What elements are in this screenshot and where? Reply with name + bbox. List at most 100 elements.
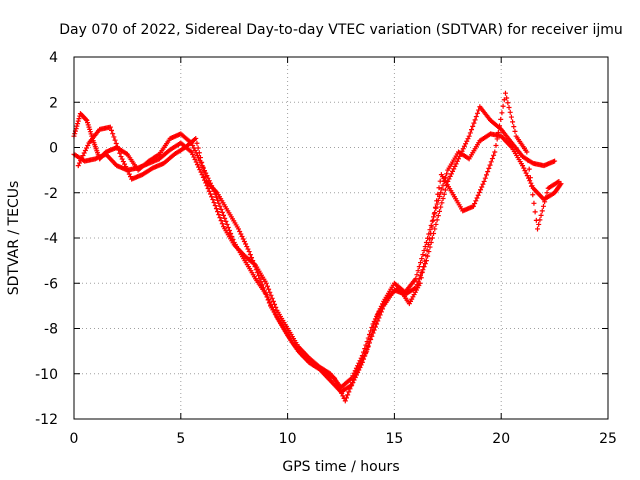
data-point bbox=[257, 276, 263, 282]
data-point bbox=[427, 244, 433, 250]
data-point bbox=[123, 164, 129, 170]
data-point bbox=[235, 226, 241, 232]
data-point bbox=[424, 247, 430, 253]
data-point bbox=[536, 221, 542, 227]
data-point bbox=[540, 203, 546, 209]
data-point bbox=[451, 166, 457, 172]
data-point bbox=[84, 145, 90, 151]
data-point bbox=[524, 149, 530, 155]
data-point bbox=[340, 393, 346, 399]
data-point bbox=[506, 105, 512, 111]
data-point bbox=[542, 199, 548, 205]
data-point bbox=[488, 159, 494, 165]
x-tick-label: 0 bbox=[70, 431, 79, 447]
data-point bbox=[532, 209, 538, 215]
data-point bbox=[522, 168, 528, 174]
data-point bbox=[487, 162, 493, 168]
data-point bbox=[440, 182, 446, 188]
data-point bbox=[336, 385, 342, 391]
data-point bbox=[270, 298, 276, 304]
y-tick-label: 0 bbox=[49, 141, 58, 157]
data-point bbox=[215, 209, 221, 215]
data-point bbox=[455, 156, 461, 162]
x-axis-label: GPS time / hours bbox=[282, 459, 399, 475]
data-point bbox=[444, 171, 450, 177]
data-point bbox=[111, 134, 117, 140]
data-point bbox=[527, 175, 533, 181]
data-point bbox=[195, 145, 201, 151]
y-tick-label: 2 bbox=[49, 95, 58, 111]
data-point bbox=[448, 171, 454, 177]
data-point bbox=[466, 133, 472, 139]
data-point bbox=[473, 198, 479, 204]
data-point bbox=[258, 279, 264, 285]
data-point bbox=[209, 194, 215, 200]
data-point bbox=[421, 264, 427, 270]
data-point bbox=[218, 206, 224, 212]
data-point bbox=[76, 160, 82, 166]
data-point bbox=[474, 110, 480, 116]
data-point bbox=[196, 164, 202, 170]
data-point bbox=[436, 208, 442, 214]
data-point bbox=[438, 204, 444, 210]
series-track-b bbox=[71, 131, 564, 390]
data-point bbox=[441, 191, 447, 197]
data-point bbox=[120, 159, 126, 165]
data-point bbox=[539, 208, 545, 214]
data-point bbox=[192, 148, 198, 154]
data-point bbox=[191, 154, 197, 160]
series-track-c bbox=[75, 90, 562, 404]
data-point bbox=[474, 195, 480, 201]
data-point bbox=[116, 147, 122, 153]
data-point bbox=[83, 117, 89, 123]
data-point bbox=[473, 114, 479, 120]
y-axis-ticks: -12 -10 -8 -6 -4 -2 0 2 4 bbox=[35, 50, 608, 428]
data-point bbox=[81, 150, 87, 156]
data-point bbox=[342, 398, 348, 404]
y-tick-label: 4 bbox=[49, 50, 58, 66]
data-point bbox=[483, 172, 489, 178]
data-point bbox=[498, 116, 504, 122]
data-point bbox=[429, 218, 435, 224]
data-point bbox=[76, 116, 82, 122]
data-point bbox=[265, 297, 271, 303]
data-point bbox=[418, 275, 424, 281]
x-tick-label: 25 bbox=[599, 431, 617, 447]
data-point bbox=[538, 212, 544, 218]
data-point bbox=[75, 121, 81, 127]
data-point bbox=[345, 392, 351, 398]
data-point bbox=[433, 221, 439, 227]
data-point bbox=[454, 158, 460, 164]
data-point bbox=[472, 201, 478, 207]
data-point bbox=[463, 141, 469, 147]
data-point bbox=[253, 267, 259, 273]
data-point bbox=[194, 140, 200, 146]
data-point bbox=[267, 289, 273, 295]
y-tick-label: -12 bbox=[35, 412, 58, 428]
data-point bbox=[478, 187, 484, 193]
data-point bbox=[357, 363, 363, 369]
data-point bbox=[205, 175, 211, 181]
data-point bbox=[373, 316, 379, 322]
data-point bbox=[469, 127, 475, 133]
data-point bbox=[259, 282, 265, 288]
data-point bbox=[485, 169, 491, 175]
data-point bbox=[465, 136, 471, 142]
y-axis-label: SDTVAR / TECUs bbox=[6, 181, 22, 296]
data-point bbox=[268, 292, 274, 298]
data-point bbox=[75, 118, 81, 124]
data-point bbox=[446, 176, 452, 182]
data-point bbox=[250, 258, 256, 264]
data-point bbox=[524, 173, 530, 179]
data-point bbox=[432, 226, 438, 232]
data-point bbox=[247, 252, 253, 258]
y-tick-label: -6 bbox=[44, 276, 58, 292]
data-point bbox=[494, 136, 500, 142]
data-point bbox=[450, 168, 456, 174]
data-point bbox=[432, 204, 438, 210]
data-point bbox=[499, 110, 505, 116]
data-point bbox=[364, 348, 370, 354]
data-point bbox=[207, 191, 213, 197]
data-point bbox=[440, 196, 446, 202]
y-tick-label: -10 bbox=[35, 367, 58, 383]
